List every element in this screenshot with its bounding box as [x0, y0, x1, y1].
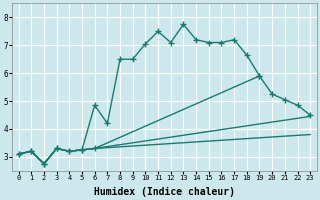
X-axis label: Humidex (Indice chaleur): Humidex (Indice chaleur) — [94, 186, 235, 197]
